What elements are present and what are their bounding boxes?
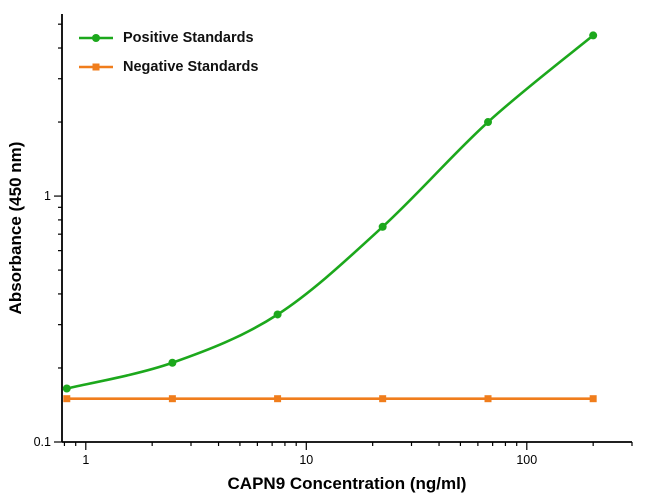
legend-item-negative: Negative Standards [78, 59, 258, 75]
y-axis-label: Absorbance (450 nm) [6, 141, 25, 315]
legend: Positive Standards Negative Standards [78, 30, 258, 75]
svg-text:0.1: 0.1 [34, 435, 51, 449]
legend-label-negative: Negative Standards [123, 59, 259, 75]
svg-text:10: 10 [299, 453, 313, 467]
legend-label-positive: Positive Standards [123, 30, 254, 46]
svg-text:100: 100 [516, 453, 537, 467]
negative-series-marker-icon [79, 63, 113, 71]
x-axis-label: CAPN9 Concentration (ng/ml) [227, 474, 467, 493]
legend-item-positive: Positive Standards [78, 30, 258, 46]
positive-series-marker-icon [79, 34, 113, 42]
svg-text:1: 1 [82, 453, 89, 467]
svg-text:1: 1 [44, 189, 51, 203]
